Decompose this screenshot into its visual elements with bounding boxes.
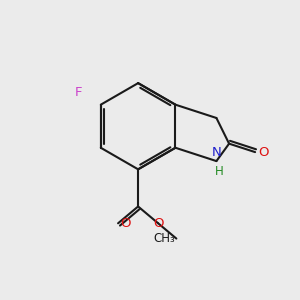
Text: CH₃: CH₃ <box>153 232 175 245</box>
Text: N: N <box>212 146 221 159</box>
Text: F: F <box>75 85 83 98</box>
Text: O: O <box>259 146 269 159</box>
Text: O: O <box>153 217 164 230</box>
Text: H: H <box>215 165 224 178</box>
Text: O: O <box>121 217 131 230</box>
